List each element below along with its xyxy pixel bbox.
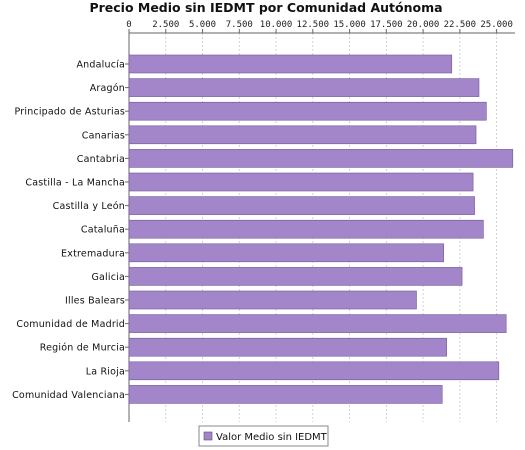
bar [128, 172, 474, 192]
bars [128, 54, 514, 404]
bar [128, 290, 417, 310]
chart-title: Precio Medio sin IEDMT por Comunidad Aut… [89, 0, 442, 15]
category-label: Región de Murcia [40, 343, 125, 354]
category-label: La Rioja [86, 366, 125, 377]
category-label: Galicia [91, 272, 125, 283]
bar [128, 267, 463, 286]
grid-lines [165, 33, 498, 422]
category-label: Comunidad de Madrid [16, 319, 125, 330]
category-label: Castilla - La Mancha [25, 178, 125, 189]
bar [128, 78, 480, 97]
legend-swatch [203, 431, 213, 441]
bar [128, 125, 477, 145]
x-tick-label: 22.500 [444, 20, 477, 30]
bar [128, 149, 514, 168]
category-label: Comunidad Valenciana [12, 390, 125, 401]
x-tick-label: 10.000 [260, 20, 293, 30]
bar [128, 219, 484, 239]
bar [128, 196, 475, 215]
x-tick-label: 17.500 [370, 20, 403, 30]
x-tick-label: 25.000 [480, 20, 513, 30]
legend-box [198, 425, 329, 447]
x-tick-label: 12.500 [297, 20, 330, 30]
x-tick-label: 2.500 [152, 20, 179, 30]
category-label: Extremadura [61, 248, 125, 259]
category-label: Cantabria [77, 154, 125, 165]
category-label: Castilla y León [53, 201, 125, 212]
category-label: Aragón [90, 83, 125, 94]
category-labels: Andalucía Aragón Principado de Asturias Can… [12, 60, 125, 401]
category-label: Andalucía [76, 60, 125, 71]
bar [128, 385, 443, 404]
bar [128, 361, 500, 381]
bar [128, 337, 447, 357]
x-tick-label: 15.000 [333, 20, 366, 30]
x-tick-label: 5.000 [189, 20, 216, 30]
bar [128, 314, 507, 333]
legend: Valor Medio sin IEDMT [198, 425, 329, 447]
category-label: Illes Balears [65, 296, 125, 307]
x-tick-label: 20.000 [407, 20, 440, 30]
bar [128, 54, 453, 74]
category-label: Canarias [82, 130, 125, 141]
x-tick-label: 7.500 [226, 20, 253, 30]
category-label: Principado de Asturias [14, 107, 125, 118]
category-label: Cataluña [81, 225, 125, 236]
legend-label: Valor Medio sin IEDMT [216, 432, 328, 443]
x-tick-label: 0 [126, 20, 131, 30]
x-axis: 0 2.500 5.000 7.500 10.000 12.500 15.000 17.500… [125, 20, 515, 422]
bar [128, 101, 487, 121]
bar [128, 243, 444, 263]
